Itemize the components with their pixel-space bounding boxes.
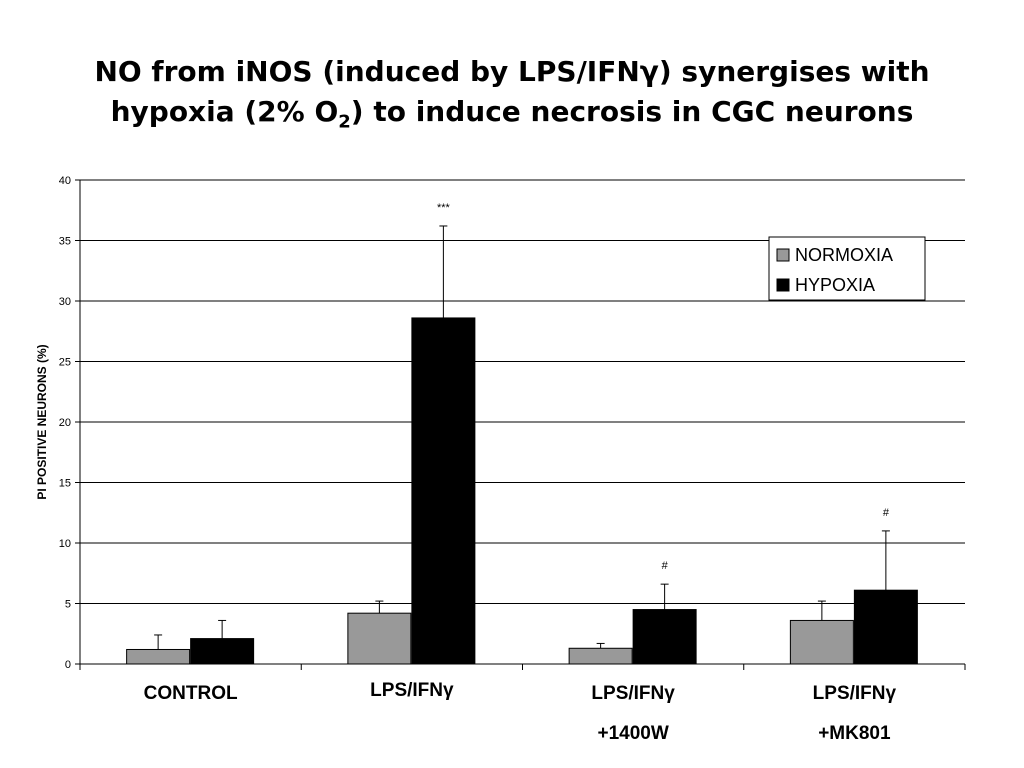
x-category-label: CONTROL <box>81 683 301 705</box>
bar-normoxia-1 <box>347 612 412 665</box>
x-category-label: LPS/IFNγ +MK801 <box>744 683 964 745</box>
bar-hypoxia-0 <box>190 638 255 665</box>
title-line-2-b: ) to induce necrosis in CGC neurons <box>350 95 914 128</box>
title-subscript: 2 <box>338 111 351 133</box>
y-tick-label: 30 <box>59 296 71 308</box>
y-tick-label: 0 <box>65 659 71 671</box>
x-category-label: LPS/IFNγ +1400W <box>523 683 743 745</box>
x-category-label-line1: LPS/IFNγ <box>812 683 897 704</box>
significance-marker: # <box>662 560 669 572</box>
y-tick-label: 5 <box>65 599 71 611</box>
y-tick-label: 25 <box>59 357 71 369</box>
x-category-label: LPS/IFNγ <box>302 680 522 702</box>
legend-label-hypoxia: HYPOXIA <box>795 275 875 295</box>
bar-normoxia-0 <box>126 648 191 665</box>
bar-normoxia-2 <box>568 647 633 665</box>
x-category-label-line2: +MK801 <box>818 723 891 744</box>
legend-swatch-hypoxia <box>776 278 790 292</box>
y-tick-label: 40 <box>59 175 71 187</box>
x-category-label-line1: CONTROL <box>143 683 238 704</box>
x-category-label-line1: LPS/IFNγ <box>370 680 454 701</box>
significance-marker: # <box>883 507 890 519</box>
title-line-2: hypoxia (2% O2) to induce necrosis in CG… <box>0 92 1024 143</box>
y-tick-label: 20 <box>59 417 71 429</box>
title-line-2-a: hypoxia (2% O <box>110 95 339 128</box>
bar-hypoxia-2 <box>632 609 697 665</box>
legend-label-normoxia: NORMOXIA <box>795 245 893 265</box>
y-tick-label: 10 <box>59 538 71 550</box>
y-tick-label: 35 <box>59 236 71 248</box>
title-line-1: NO from iNOS (induced by LPS/IFNγ) syner… <box>94 55 930 88</box>
y-tick-label: 15 <box>59 478 71 490</box>
bar-normoxia-3 <box>789 619 854 665</box>
x-category-label-line2: +1400W <box>597 723 669 744</box>
significance-marker: *** <box>437 202 451 214</box>
legend-box <box>768 236 926 301</box>
y-axis-label: PI POSITIVE NEURONS (%) <box>35 344 49 499</box>
bar-hypoxia-3 <box>853 589 918 665</box>
chart-title: NO from iNOS (induced by LPS/IFNγ) syner… <box>0 52 1024 143</box>
x-category-label-line1: LPS/IFNγ <box>591 683 675 704</box>
legend-swatch-normoxia <box>776 248 790 262</box>
bar-hypoxia-1 <box>411 317 476 665</box>
